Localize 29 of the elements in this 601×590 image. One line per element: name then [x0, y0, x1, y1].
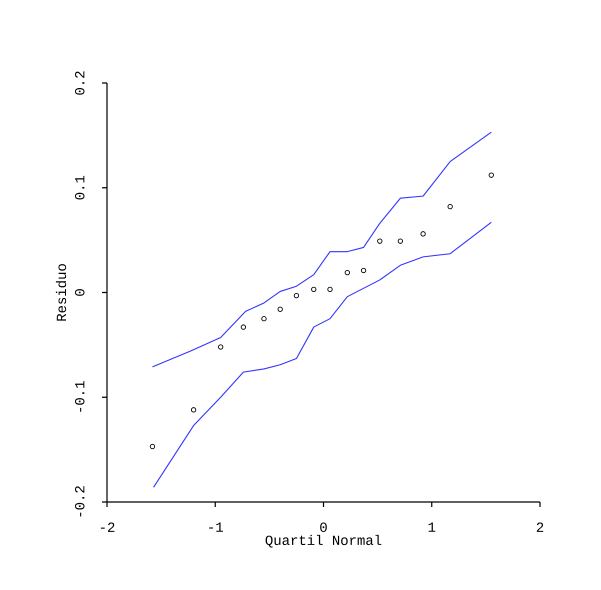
y-tick-label: 0.2 [75, 71, 84, 95]
y-tick-label: -0.2 [75, 486, 84, 516]
x-tick-label: -1 [209, 522, 223, 532]
point [448, 204, 453, 210]
x-axis-title: Quartil Normal [266, 534, 382, 548]
point [218, 344, 224, 350]
point [360, 268, 366, 274]
x-tick-label: 2 [536, 522, 544, 532]
point [240, 324, 246, 330]
line-series [152, 132, 492, 368]
point [278, 306, 283, 312]
y-tick-label: 0 [75, 289, 84, 296]
point [294, 292, 300, 298]
point [398, 238, 404, 244]
y-tick-label: 0.1 [75, 176, 84, 200]
x-tick-label: 1 [428, 522, 436, 532]
point [377, 238, 382, 244]
point [311, 286, 316, 292]
point [190, 407, 196, 412]
point [344, 270, 350, 276]
point [488, 172, 494, 178]
point [420, 231, 426, 236]
y-axis-title: Residuo [56, 264, 66, 321]
point [150, 444, 156, 450]
point [327, 286, 333, 292]
x-tick-label: -2 [100, 522, 114, 532]
point [261, 316, 267, 322]
x-tick-label: 0 [320, 522, 327, 532]
y-tick-label: -0.1 [75, 381, 84, 412]
